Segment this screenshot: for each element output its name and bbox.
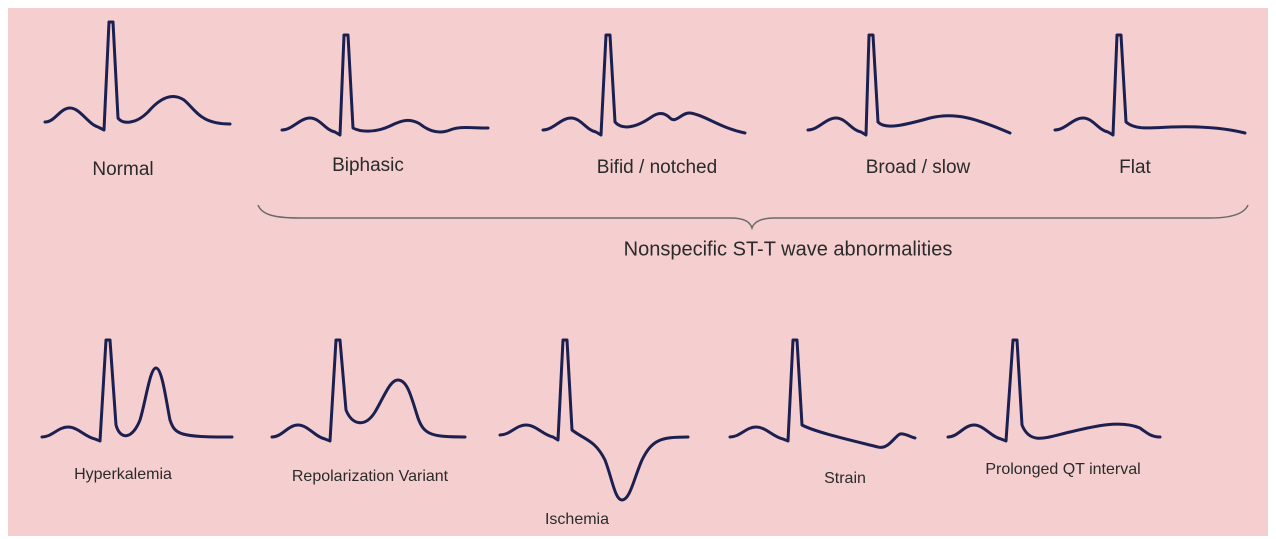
group-caption: Nonspecific ST-T wave abnormalities [624,238,953,260]
waveform-broad [806,33,1012,137]
waveform-label: Bifid / notched [597,157,717,178]
waveform-ischemia [498,338,690,502]
group-brace [257,204,1249,231]
waveform-label: Strain [824,470,866,487]
waveform-prolonged-qt [946,338,1162,443]
waveform-hyperkalemia [40,338,234,443]
waveform-flat [1053,33,1247,137]
waveform-label: Hyperkalemia [74,466,172,483]
waveform-label: Normal [92,159,153,180]
waveform-strain [728,338,917,449]
waveform-label: Flat [1119,157,1151,178]
waveform-label: Prolonged QT interval [985,461,1140,478]
waveform-label: Ischemia [545,511,609,528]
waveform-bifid [541,33,747,137]
waveform-normal [43,20,232,132]
waveform-label: Biphasic [332,155,404,176]
waveform-biphasic [280,33,490,137]
waveform-repolarization [270,338,467,443]
waveform-label: Repolarization Variant [292,468,449,485]
waveform-label: Broad / slow [866,157,971,178]
background-panel [8,8,1268,536]
